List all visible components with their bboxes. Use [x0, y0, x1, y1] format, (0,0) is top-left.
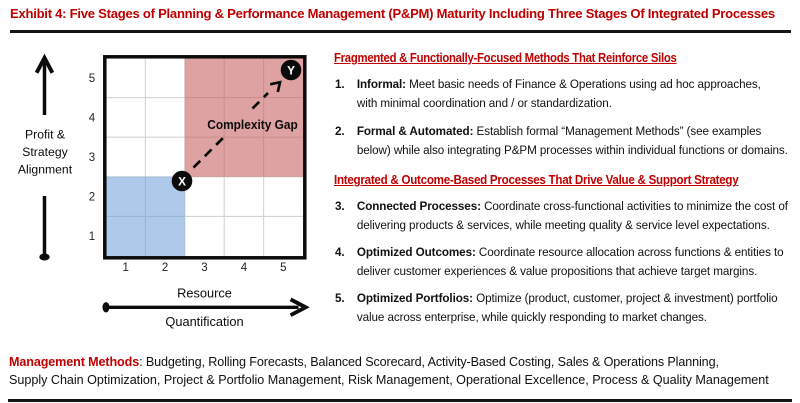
svg-text:Alignment: Alignment	[18, 163, 73, 177]
svg-text:4: 4	[89, 112, 96, 124]
svg-text:3: 3	[201, 262, 207, 274]
svg-text:Complexity Gap: Complexity Gap	[207, 117, 298, 132]
svg-text:3: 3	[89, 152, 95, 164]
svg-text:2: 2	[162, 262, 168, 274]
svg-text:1: 1	[122, 262, 128, 274]
svg-text:Quantification: Quantification	[165, 314, 243, 329]
svg-text:Strategy: Strategy	[22, 145, 68, 159]
svg-text:2: 2	[89, 192, 95, 204]
svg-text:Profit &: Profit &	[25, 128, 65, 142]
svg-text:X: X	[178, 175, 186, 189]
svg-text:5: 5	[280, 262, 286, 274]
svg-text:1: 1	[89, 231, 95, 243]
svg-text:Y: Y	[287, 64, 295, 78]
svg-text:5: 5	[89, 73, 95, 85]
svg-text:Resource: Resource	[177, 286, 232, 301]
svg-text:4: 4	[241, 262, 248, 274]
